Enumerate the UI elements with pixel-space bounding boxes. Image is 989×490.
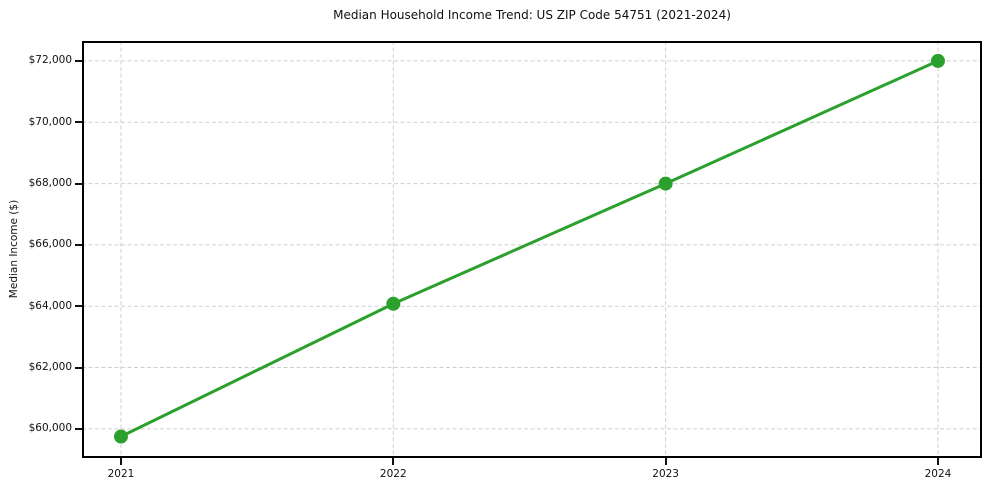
data-point-2023 (658, 176, 673, 191)
data-point-2024 (930, 53, 945, 68)
plot-border (82, 41, 982, 458)
x-tick-label: 2024 (924, 468, 952, 480)
trend-line (119, 59, 940, 439)
x-tick-mark (936, 458, 939, 465)
y-tick-label: $66,000 (28, 238, 72, 251)
chart-title: Median Household Income Trend: US ZIP Co… (333, 8, 731, 22)
y-tick-label: $70,000 (28, 115, 72, 128)
y-tick-label: $68,000 (28, 177, 72, 190)
x-tick-label: 2023 (652, 468, 679, 480)
x-tick-mark (664, 458, 667, 465)
data-point-2022 (386, 296, 401, 311)
y-tick-mark (75, 59, 82, 62)
data-point-2021 (113, 429, 128, 444)
y-tick-label: $62,000 (28, 361, 72, 374)
y-tick-mark (75, 243, 82, 246)
y-tick-mark (75, 427, 82, 430)
y-tick-label: $72,000 (28, 54, 72, 67)
y-tick-mark (75, 305, 82, 308)
y-tick-mark (75, 182, 82, 185)
y-tick-mark (75, 366, 82, 369)
y-tick-label: $60,000 (28, 422, 72, 435)
y-tick-mark (75, 121, 82, 124)
x-tick-mark (119, 458, 122, 465)
y-tick-label: $64,000 (28, 299, 72, 312)
x-tick-label: 2022 (379, 468, 407, 480)
x-tick-label: 2021 (107, 468, 135, 480)
plot-area (82, 41, 982, 458)
x-tick-mark (392, 458, 395, 465)
